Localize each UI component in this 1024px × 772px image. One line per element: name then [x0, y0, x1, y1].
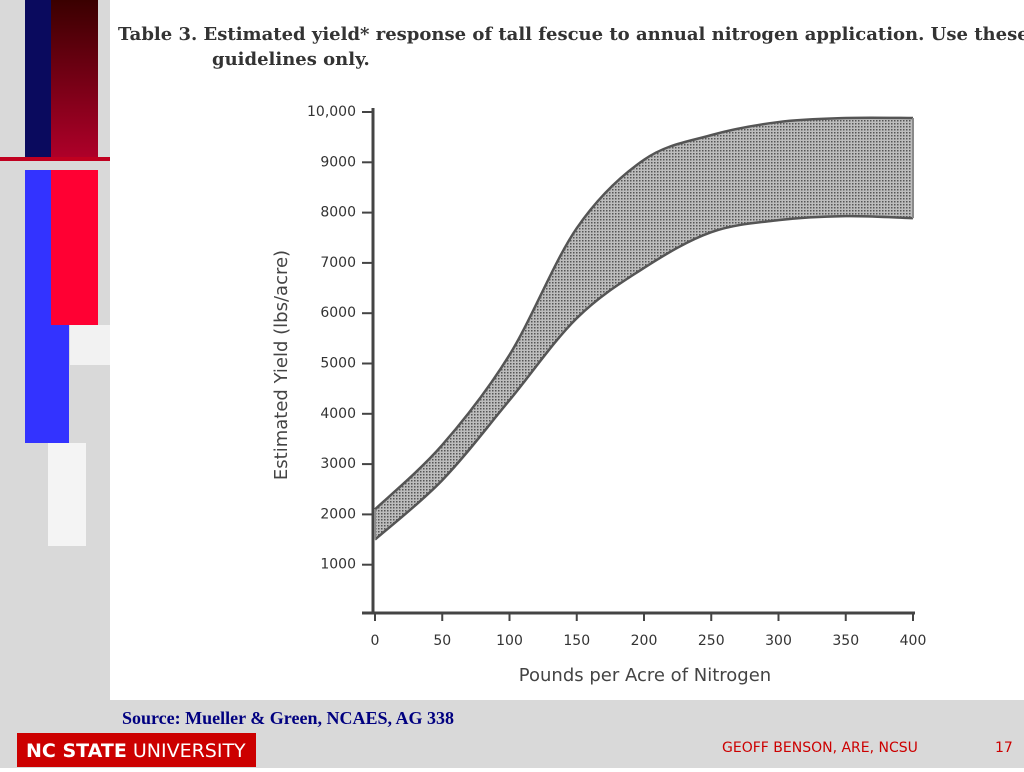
x-axis-label: Pounds per Acre of Nitrogen	[519, 665, 771, 686]
title: Table 3. Estimated yield* response of ta…	[118, 24, 1024, 45]
x-tick-label: 400	[900, 633, 927, 649]
y-tick-label: 4000	[320, 406, 356, 422]
title: guidelines only.	[212, 49, 370, 70]
band-edge	[374, 214, 914, 541]
x-tick-label: 50	[433, 633, 451, 649]
y-tick-label: 1000	[320, 557, 356, 573]
logo-rest: UNIVERSITY	[127, 740, 246, 762]
footer-author: GEOFF BENSON, ARE, NCSU	[722, 740, 918, 756]
deco-line	[0, 157, 110, 161]
source: Source: Mueller & Green, NCAES, AG 338	[122, 708, 454, 728]
x-tick-label: 0	[371, 633, 380, 649]
y-tick-label: 5000	[320, 356, 356, 372]
band-edge	[374, 116, 914, 511]
x-tick-label: 250	[698, 633, 725, 649]
deco-bar	[48, 443, 86, 546]
band-fill	[375, 117, 913, 540]
logo-bold: NC STATE	[26, 740, 127, 762]
x-tick-label: 150	[563, 633, 590, 649]
x-tick-label: 350	[832, 633, 859, 649]
y-tick-label: 6000	[320, 305, 356, 321]
footer-page: 17	[995, 740, 1013, 756]
y-tick-label: 2000	[320, 506, 356, 522]
content-area	[110, 0, 1024, 700]
y-tick-label: 3000	[320, 456, 356, 472]
y-tick-label: 7000	[320, 255, 356, 271]
y-axis-label: Estimated Yield (lbs/acre)	[271, 250, 292, 480]
logo: NC STATE UNIVERSITY	[26, 740, 246, 762]
y-tick-label: 10,000	[307, 104, 356, 120]
x-tick-label: 200	[631, 633, 658, 649]
deco-bar	[51, 0, 98, 160]
y-tick-label: 9000	[320, 154, 356, 170]
deco-bar	[70, 325, 110, 365]
logo-box	[17, 733, 256, 767]
y-tick-label: 8000	[320, 205, 356, 221]
x-tick-label: 300	[765, 633, 792, 649]
x-tick-label: 100	[496, 633, 523, 649]
deco-bar	[51, 170, 98, 325]
deco-bar	[25, 0, 51, 160]
